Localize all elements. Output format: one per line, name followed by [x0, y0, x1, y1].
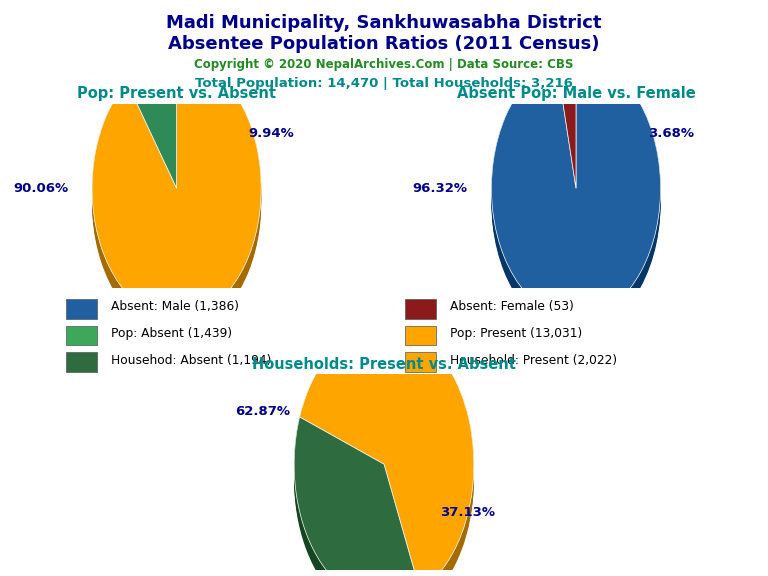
Wedge shape	[294, 429, 420, 576]
Text: Pop: Absent (1,439): Pop: Absent (1,439)	[111, 327, 232, 340]
Wedge shape	[557, 71, 576, 201]
Text: Total Population: 14,470 | Total Households: 3,216: Total Population: 14,470 | Total Househo…	[195, 77, 573, 90]
Wedge shape	[557, 73, 576, 203]
Text: Madi Municipality, Sankhuwasabha District: Madi Municipality, Sankhuwasabha Distric…	[166, 14, 602, 32]
Wedge shape	[557, 67, 576, 197]
Text: Absent: Female (53): Absent: Female (53)	[450, 301, 574, 313]
Wedge shape	[557, 58, 576, 188]
Wedge shape	[557, 65, 576, 195]
Wedge shape	[300, 331, 474, 576]
Wedge shape	[294, 431, 420, 576]
FancyBboxPatch shape	[405, 353, 436, 372]
Wedge shape	[92, 65, 261, 325]
Wedge shape	[127, 73, 177, 203]
Text: 37.13%: 37.13%	[440, 506, 495, 519]
Wedge shape	[294, 417, 420, 576]
Wedge shape	[127, 60, 177, 191]
Wedge shape	[492, 69, 660, 329]
Wedge shape	[557, 69, 576, 199]
Wedge shape	[127, 71, 177, 201]
Wedge shape	[294, 419, 420, 576]
Wedge shape	[492, 73, 660, 334]
Wedge shape	[300, 328, 474, 576]
Wedge shape	[294, 433, 420, 576]
Wedge shape	[557, 60, 576, 191]
Wedge shape	[92, 60, 261, 320]
Wedge shape	[127, 58, 177, 188]
Wedge shape	[92, 71, 261, 331]
Wedge shape	[127, 63, 177, 192]
Wedge shape	[294, 424, 420, 576]
Text: 96.32%: 96.32%	[412, 182, 468, 195]
Text: 9.94%: 9.94%	[249, 127, 294, 140]
Wedge shape	[300, 342, 474, 576]
Wedge shape	[492, 67, 660, 327]
Wedge shape	[492, 60, 660, 320]
Wedge shape	[92, 58, 261, 319]
Wedge shape	[492, 63, 660, 323]
Wedge shape	[300, 326, 474, 576]
Text: 3.68%: 3.68%	[648, 127, 694, 140]
Wedge shape	[294, 426, 420, 576]
Wedge shape	[300, 338, 474, 576]
Wedge shape	[92, 69, 261, 329]
Title: Absent Pop: Male vs. Female: Absent Pop: Male vs. Female	[457, 86, 695, 101]
Wedge shape	[300, 335, 474, 576]
Wedge shape	[127, 67, 177, 197]
Wedge shape	[492, 58, 660, 319]
FancyBboxPatch shape	[66, 353, 97, 372]
Wedge shape	[557, 58, 576, 188]
Text: 62.87%: 62.87%	[235, 406, 290, 418]
FancyBboxPatch shape	[66, 299, 97, 319]
Wedge shape	[92, 58, 261, 319]
Title: Pop: Present vs. Absent: Pop: Present vs. Absent	[77, 86, 276, 101]
FancyBboxPatch shape	[405, 325, 436, 346]
Text: Househod: Absent (1,194): Househod: Absent (1,194)	[111, 354, 271, 367]
Wedge shape	[300, 340, 474, 576]
Text: Pop: Present (13,031): Pop: Present (13,031)	[450, 327, 582, 340]
FancyBboxPatch shape	[405, 299, 436, 319]
Wedge shape	[557, 63, 576, 192]
Wedge shape	[92, 63, 261, 323]
Wedge shape	[492, 58, 660, 319]
Wedge shape	[300, 333, 474, 576]
Text: Copyright © 2020 NepalArchives.Com | Data Source: CBS: Copyright © 2020 NepalArchives.Com | Dat…	[194, 58, 574, 71]
Wedge shape	[492, 71, 660, 331]
Text: Absent: Male (1,386): Absent: Male (1,386)	[111, 301, 239, 313]
Wedge shape	[294, 417, 420, 576]
Wedge shape	[127, 58, 177, 188]
Text: 90.06%: 90.06%	[13, 182, 68, 195]
Wedge shape	[92, 73, 261, 334]
Wedge shape	[92, 67, 261, 327]
Wedge shape	[300, 326, 474, 576]
Wedge shape	[492, 65, 660, 325]
Title: Households: Present vs. Absent: Households: Present vs. Absent	[252, 357, 516, 372]
Text: Household: Present (2,022): Household: Present (2,022)	[450, 354, 617, 367]
Text: Absentee Population Ratios (2011 Census): Absentee Population Ratios (2011 Census)	[168, 35, 600, 52]
FancyBboxPatch shape	[66, 325, 97, 346]
Wedge shape	[127, 65, 177, 195]
Wedge shape	[127, 69, 177, 199]
Wedge shape	[294, 422, 420, 576]
